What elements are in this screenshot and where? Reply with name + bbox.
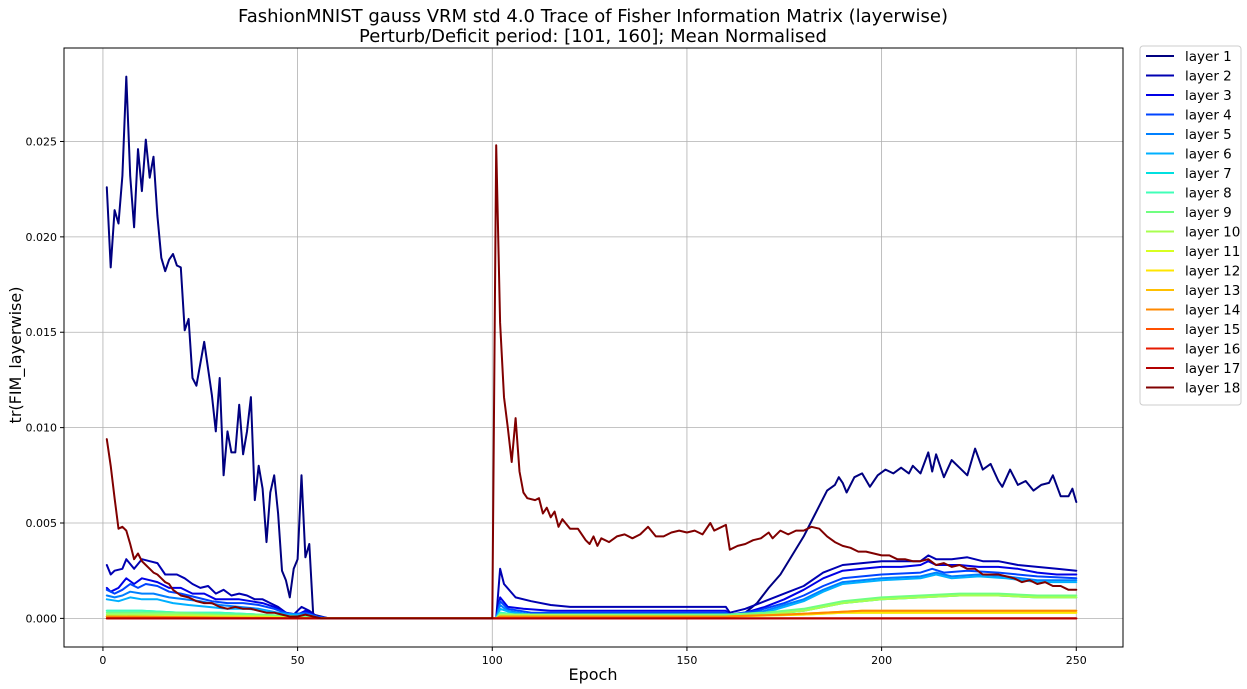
legend-label: layer 7	[1185, 166, 1232, 182]
y-tick-label: 0.020	[26, 231, 58, 244]
legend-label: layer 15	[1185, 322, 1240, 338]
y-tick-label: 0.025	[26, 135, 58, 148]
x-tick-label: 50	[291, 654, 305, 667]
y-tick-label: 0.000	[26, 612, 58, 625]
legend: layer 1 layer 2 layer 3 layer 4 layer 5 layer…	[1139, 45, 1242, 406]
legend-label: layer 9	[1185, 205, 1232, 221]
x-tick-label: 250	[1066, 654, 1087, 667]
legend-label: layer 3	[1185, 88, 1232, 104]
y-tick-label: 0.005	[26, 517, 58, 530]
x-tick-label: 0	[99, 654, 106, 667]
series-line-layer-18	[105, 144, 1078, 620]
x-tick-label: 150	[676, 654, 697, 667]
y-tick-label: 0.015	[26, 326, 58, 339]
chart-title: FashionMNIST gauss VRM std 4.0 Trace of …	[238, 6, 948, 27]
series-line-layer-1	[105, 75, 1078, 620]
legend-label: layer 14	[1185, 303, 1240, 319]
y-tick-label: 0.010	[26, 422, 58, 435]
x-axis-label: Epoch	[569, 665, 618, 684]
legend-label: layer 18	[1185, 381, 1240, 397]
legend-label: layer 8	[1185, 186, 1232, 202]
y-axis-label: tr(FIM_layerwise)	[6, 287, 26, 424]
legend-label: layer 13	[1185, 283, 1240, 299]
x-tick-label: 200	[871, 654, 892, 667]
series-line-layer-5	[105, 571, 1078, 620]
legend-label: layer 4	[1185, 108, 1232, 124]
chart-subtitle: Perturb/Deficit period: [101, 160]; Mean…	[359, 26, 827, 47]
legend-box	[1139, 45, 1242, 406]
x-tick-label: 100	[482, 654, 503, 667]
axis-ticks: 0 50 100 150 200 250 0.000 0.005 0.010 0.015 0.020…	[26, 135, 1087, 667]
legend-label: layer 16	[1185, 342, 1240, 358]
series-line-layer-6	[105, 573, 1078, 620]
legend-label: layer 2	[1185, 69, 1232, 85]
legend-label: layer 11	[1185, 244, 1240, 260]
legend-label: layer 12	[1185, 264, 1240, 280]
legend-label: layer 5	[1185, 127, 1232, 143]
plot-area	[105, 75, 1078, 620]
legend-label: layer 6	[1185, 147, 1232, 163]
plot-frame	[63, 47, 1124, 648]
legend-label: layer 10	[1185, 225, 1240, 241]
legend-label: layer 1	[1185, 49, 1232, 65]
legend-label: layer 17	[1185, 361, 1240, 377]
series-line-layer-3	[105, 560, 1078, 620]
